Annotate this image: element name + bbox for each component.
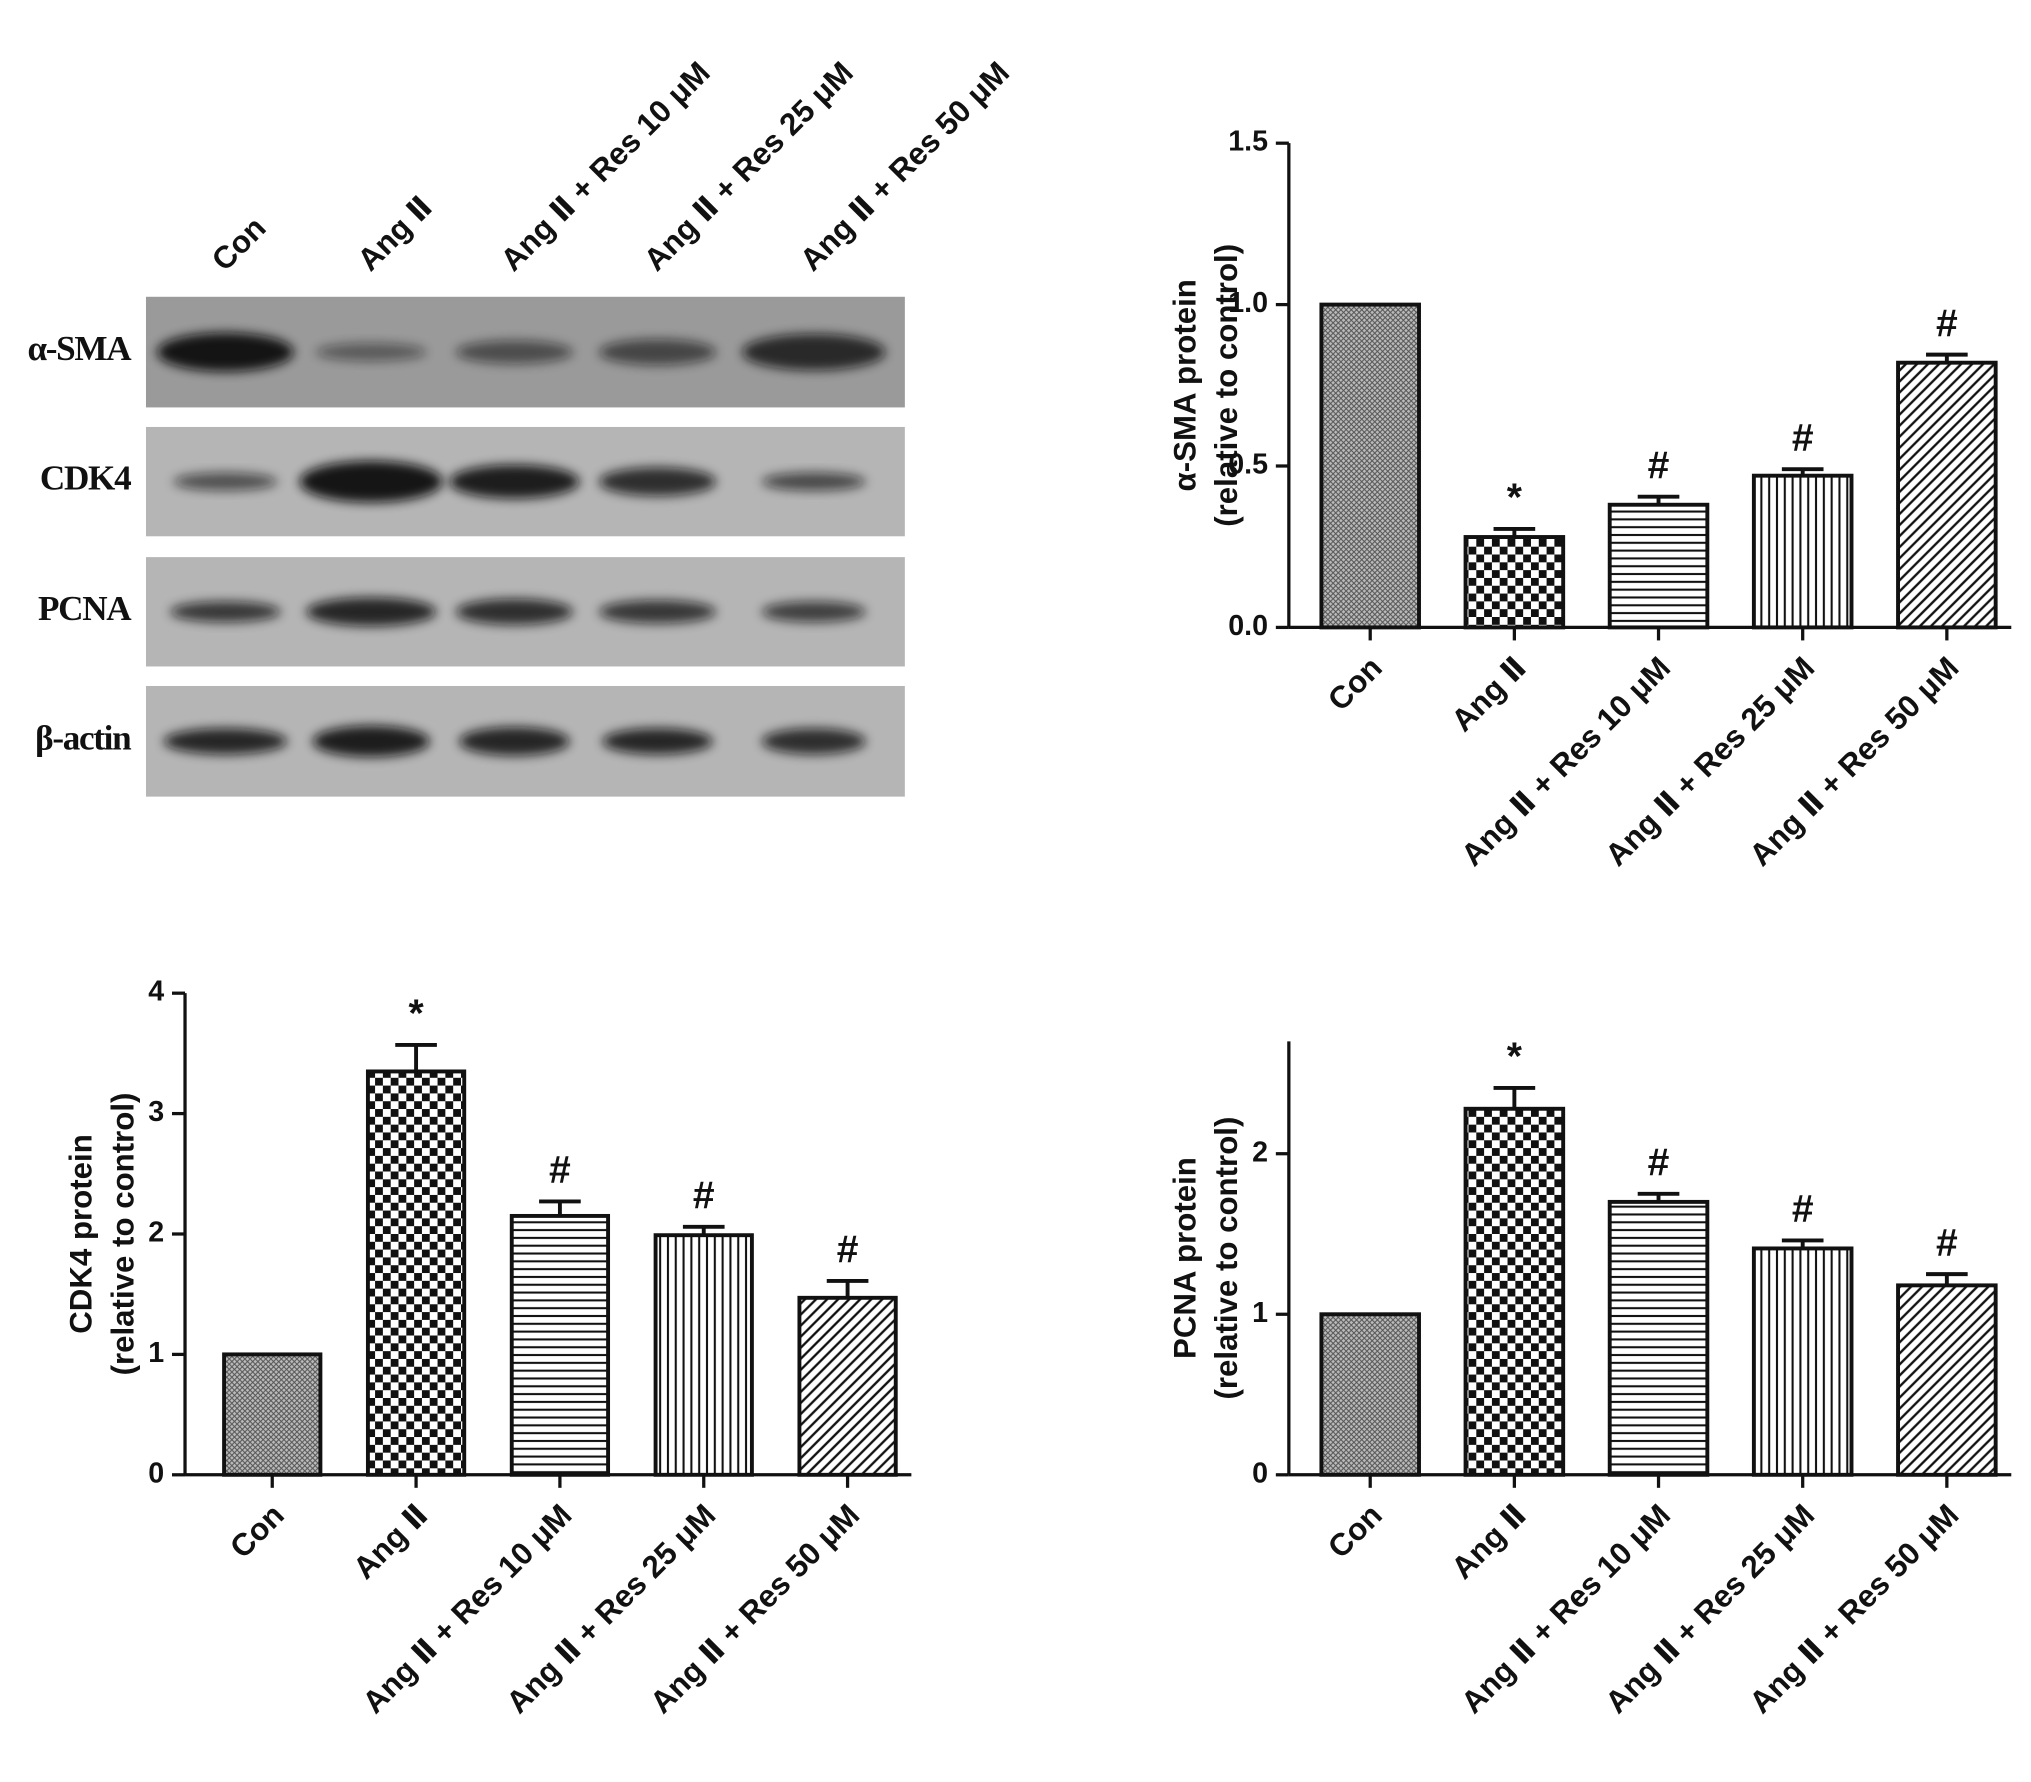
x-tick-label: Con bbox=[223, 1497, 291, 1565]
significance-marker: # bbox=[1792, 1188, 1814, 1231]
y-tick-label: 0.5 bbox=[1228, 449, 1268, 481]
y-axis-label: (relative to control) bbox=[1209, 1117, 1244, 1400]
bar-chart: 0 1 2 PCNA protein (relative to control) Con *… bbox=[1168, 1036, 2012, 1720]
bar bbox=[1463, 1106, 1566, 1477]
y-tick-label: 4 bbox=[148, 976, 164, 1008]
band bbox=[742, 333, 886, 371]
row-label: α-SMA bbox=[27, 329, 132, 368]
bar bbox=[1751, 1246, 1854, 1477]
band bbox=[312, 725, 430, 757]
band bbox=[598, 339, 717, 366]
y-tick-label: 1.5 bbox=[1228, 126, 1268, 158]
y-tick-label: 0.0 bbox=[1228, 610, 1268, 642]
significance-marker: # bbox=[837, 1229, 859, 1272]
significance-marker: # bbox=[1936, 302, 1958, 345]
y-tick-label: 0 bbox=[1252, 1457, 1268, 1489]
y-axis-label: α-SMA protein bbox=[1168, 279, 1203, 491]
bar bbox=[1896, 1283, 1998, 1477]
y-tick-label: 0 bbox=[148, 1457, 164, 1489]
x-tick-label: Ang Ⅱ bbox=[1445, 650, 1533, 738]
bar bbox=[1319, 302, 1421, 630]
bar-chart: 0 1 2 3 4 CDK4 protein (relative to control) Co… bbox=[64, 976, 912, 1720]
bar bbox=[222, 1352, 323, 1477]
band bbox=[299, 460, 443, 503]
band bbox=[459, 726, 570, 756]
bar bbox=[365, 1069, 467, 1477]
x-tick-label: Ang Ⅱ bbox=[1445, 1497, 1533, 1585]
band bbox=[170, 601, 281, 623]
band bbox=[602, 728, 713, 755]
row-label: CDK4 bbox=[40, 459, 131, 498]
band bbox=[761, 601, 866, 623]
band bbox=[455, 340, 573, 364]
y-tick-label: 2 bbox=[148, 1217, 164, 1249]
significance-marker: * bbox=[408, 993, 424, 1036]
bar bbox=[1896, 360, 1998, 630]
significance-marker: # bbox=[1792, 417, 1814, 460]
y-tick-label: 1 bbox=[1252, 1297, 1268, 1329]
x-tick-label: Ang Ⅱ bbox=[346, 1497, 434, 1585]
bar bbox=[509, 1213, 611, 1477]
band bbox=[761, 472, 866, 491]
y-axis-label: (relative to control) bbox=[105, 1093, 140, 1376]
significance-marker: # bbox=[549, 1149, 571, 1192]
y-axis-label: CDK4 protein bbox=[64, 1134, 99, 1334]
y-tick-label: 1.0 bbox=[1228, 287, 1268, 319]
y-tick-label: 1 bbox=[148, 1337, 164, 1369]
x-tick-label: Con bbox=[1321, 650, 1389, 718]
bar bbox=[653, 1233, 754, 1477]
significance-marker: # bbox=[1648, 444, 1670, 487]
band bbox=[449, 464, 580, 499]
significance-marker: * bbox=[1507, 1036, 1523, 1079]
bar bbox=[797, 1295, 898, 1477]
row-label: PCNA bbox=[38, 589, 132, 628]
band bbox=[157, 332, 294, 372]
band bbox=[761, 728, 866, 755]
x-tick-label: Con bbox=[1321, 1497, 1389, 1565]
row-label: β-actin bbox=[35, 718, 131, 757]
band bbox=[306, 597, 437, 627]
bar-chart: 0.0 0.5 1.0 1.5 α-SMA protein (relative to co… bbox=[1168, 126, 2012, 873]
bar bbox=[1463, 535, 1566, 630]
bar bbox=[1319, 1312, 1421, 1477]
significance-marker: # bbox=[1648, 1142, 1670, 1185]
lane-label: Ang Ⅱ bbox=[351, 189, 439, 277]
significance-marker: * bbox=[1507, 477, 1523, 520]
bar bbox=[1751, 473, 1854, 630]
bar bbox=[1607, 502, 1710, 630]
band bbox=[173, 472, 278, 491]
bar bbox=[1607, 1199, 1710, 1477]
band bbox=[455, 598, 573, 625]
y-tick-label: 2 bbox=[1252, 1136, 1268, 1168]
band bbox=[598, 467, 717, 496]
band bbox=[163, 728, 288, 755]
significance-marker: # bbox=[1936, 1222, 1958, 1265]
significance-marker: # bbox=[693, 1174, 715, 1217]
y-axis-label: PCNA protein bbox=[1168, 1157, 1203, 1359]
band bbox=[315, 342, 427, 362]
lane-label: Con bbox=[205, 210, 273, 278]
y-tick-label: 3 bbox=[148, 1096, 164, 1128]
y-axis-label: (relative to control) bbox=[1209, 244, 1244, 527]
band bbox=[598, 600, 717, 624]
